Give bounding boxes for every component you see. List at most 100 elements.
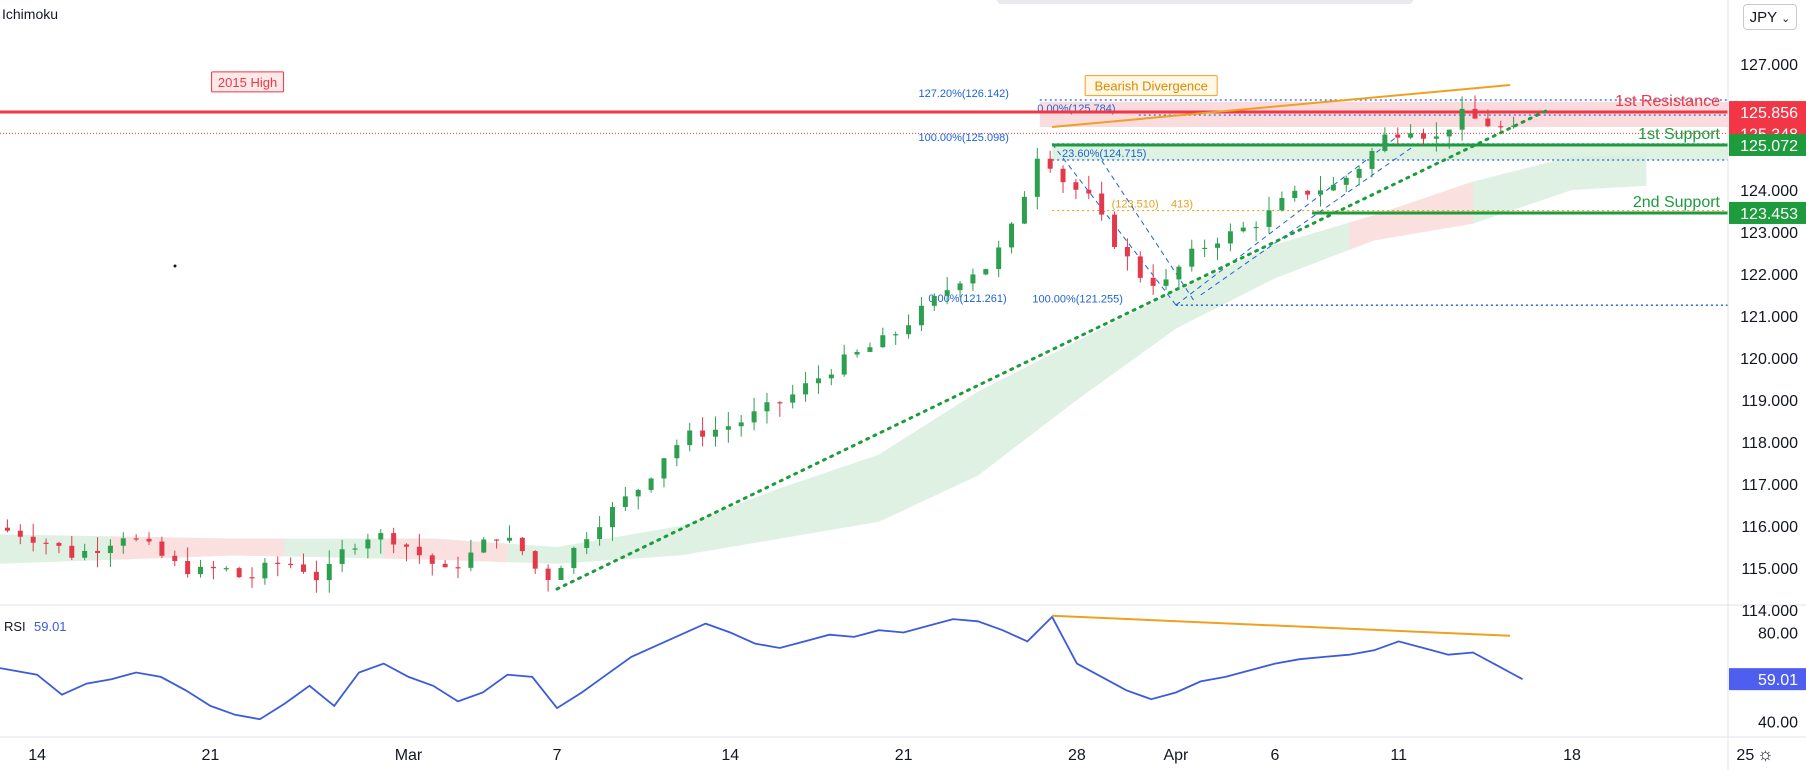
sr-level-label: 1st Support [1638,126,1720,143]
candle-body [275,562,281,564]
price-axis-tick: 117.000 [1741,477,1798,494]
rsi-indicator-label: RSI [4,619,26,634]
annotation-box [211,71,285,93]
candle-body [687,430,693,446]
candle-body [1395,134,1401,138]
candle-body [803,383,809,395]
candle-body [198,566,204,575]
trend-lines[interactable] [555,84,1549,591]
candle-body [1060,168,1066,183]
candle-body [107,545,113,554]
currency-selector[interactable]: JPY ⌄ [1743,4,1797,30]
rsi-divergence-line [1052,614,1511,637]
candle-body [532,551,538,569]
candle-body [519,537,525,552]
rsi-badge-bg [1729,668,1806,691]
candle-body [854,351,860,355]
fibonacci-levels: 127.20%(126.142)0.00%(125.784)100.00%(12… [0,88,1728,306]
gear-icon[interactable]: ☼ [1757,744,1774,764]
candle-body [1498,126,1504,128]
candle-body [56,542,62,546]
time-axis-tick: 28 [1068,747,1086,764]
support2-price-badge: 123.453 [1740,206,1798,223]
candle-body [983,269,989,275]
candle-body [429,555,435,564]
time-axis-tick: Mar [395,747,423,764]
candle-body [146,538,152,542]
candle-body [404,544,410,547]
fib-level-label: 127.20%(126.142) [918,88,1009,100]
chevron-down-icon: ⌄ [1781,13,1791,25]
candle-body [725,426,731,430]
price-axis-tick: 114.000 [1741,603,1798,620]
candle-body [1433,136,1439,139]
support-zone-band [1052,144,1728,160]
resistance-price-badge: 125.856 [1740,105,1798,122]
support1-price-badge-bg [1729,133,1806,156]
candle-body [82,550,88,558]
candle-body [1202,247,1208,250]
candle-body [1021,196,1027,224]
candle-body [352,548,358,550]
candle-body [1266,210,1272,227]
candle-body [867,347,873,352]
rsi-line [0,615,1523,721]
cloud-red [1349,181,1473,250]
candle-body [4,527,10,531]
candle-body [970,274,976,284]
candle-body [172,555,178,562]
candle-body [1189,248,1195,267]
candle-body [1485,118,1491,127]
candle-body [378,533,384,540]
candle-body [893,334,899,336]
support1-price-badge: 125.072 [1740,138,1798,155]
candle-body [288,563,294,566]
candle-body [790,394,796,403]
time-axis-tick: 21 [895,747,913,764]
candle-body [95,550,101,554]
candle-body [468,552,474,568]
candle-body [391,533,397,545]
candle-body [1318,190,1324,195]
candle-body [481,539,487,553]
candle-body [661,458,667,479]
candle-body [1356,168,1362,178]
candle-body [1369,150,1375,169]
candle-body [262,562,268,579]
candle-body [301,564,307,572]
candle-body [828,374,834,379]
rsi-pane[interactable]: RSI 59.01 [0,614,1523,721]
sr-level-label: 1st Resistance [1615,93,1720,110]
toolbar-tab[interactable] [997,0,1413,4]
price-pane[interactable]: 127.20%(126.142)0.00%(125.784)100.00%(12… [0,71,1728,593]
uptrend-line [555,108,1549,591]
price-axis-tick: 116.000 [1741,519,1798,536]
candle-body [43,542,49,544]
time-axis-tick: 14 [28,747,46,764]
fib-diagonal [1200,147,1412,296]
candle-body [1163,279,1169,286]
candle-body [931,295,937,306]
fib-orange-label: 413) [1171,199,1193,211]
price-axis-tick: 119.000 [1741,393,1798,410]
annotation-box [1084,75,1218,97]
stray-dot [173,264,177,268]
candle-body [1420,133,1426,139]
ichimoku-cloud [0,156,1647,564]
candle-body [558,568,564,580]
candle-body [571,547,577,569]
fib-diagonal [1101,160,1197,304]
time-axis-tick: 21 [202,747,220,764]
candle-body [236,568,242,578]
candle-body [700,430,706,437]
candle-body [1112,214,1118,247]
support2-price-badge-bg [1729,201,1806,224]
candle-body [1009,223,1015,248]
candle-body [442,563,448,568]
horizontal-levels[interactable]: 1st Resistance 1st Support 2nd Support [0,93,1728,215]
candle-body [635,489,641,497]
candle-body [339,549,345,564]
candle-body [880,335,886,348]
